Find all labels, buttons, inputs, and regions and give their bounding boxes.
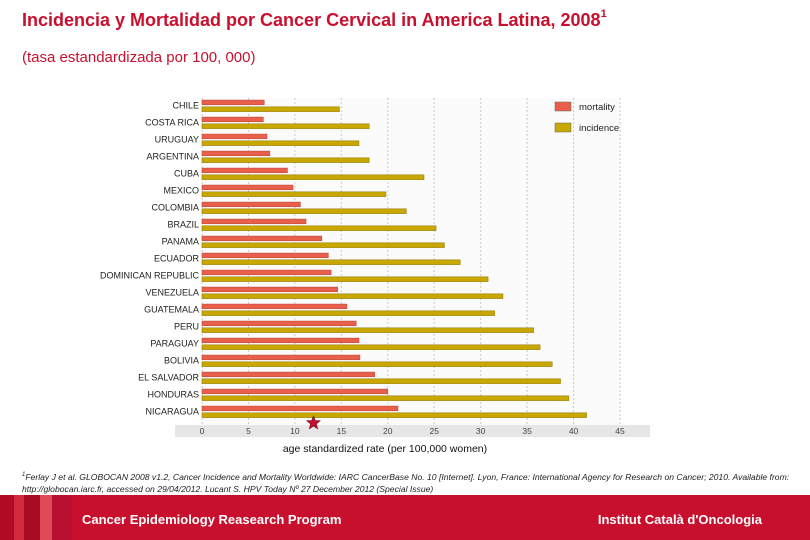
category-label: VENEZUELA bbox=[145, 288, 199, 298]
footer-band bbox=[52, 495, 72, 540]
x-tick-label: 30 bbox=[476, 426, 486, 436]
x-tick-label: 0 bbox=[200, 426, 205, 436]
bar-incidence bbox=[201, 174, 425, 180]
bar-incidence bbox=[201, 208, 407, 214]
footnote-ref: 1 bbox=[22, 472, 26, 478]
category-label: ECUADOR bbox=[154, 254, 200, 264]
category-label: PERU bbox=[174, 322, 199, 332]
x-axis-band bbox=[175, 425, 650, 437]
bar-chart: CHILE COSTA RICA URUGUAY ARGENTINA CUBA MEXIC… bbox=[100, 98, 650, 455]
bar-incidence bbox=[201, 106, 340, 112]
x-tick-label: 10 bbox=[290, 426, 300, 436]
bar-incidence bbox=[201, 191, 387, 197]
x-tick-label: 40 bbox=[569, 426, 579, 436]
category-label: BOLIVIA bbox=[164, 356, 199, 366]
bar-mortality bbox=[201, 405, 399, 412]
title-footnote-ref: 1 bbox=[600, 8, 607, 20]
category-label: CHILE bbox=[172, 101, 199, 111]
bar-mortality bbox=[201, 201, 301, 208]
bar-mortality bbox=[201, 269, 332, 276]
category-label: PARAGUAY bbox=[150, 339, 199, 349]
footer-bar: Cancer Epidemiology Reasearch Program In… bbox=[0, 495, 810, 540]
footnote: 1Ferlay J et al. GLOBOCAN 2008 v1.2, Can… bbox=[22, 469, 792, 495]
bar-incidence bbox=[201, 395, 570, 401]
bar-incidence bbox=[201, 276, 489, 282]
bar-mortality bbox=[201, 320, 357, 327]
bar-mortality bbox=[201, 303, 348, 310]
category-label: DOMINICAN REPUBLIC bbox=[100, 271, 200, 281]
footer-band bbox=[40, 495, 52, 540]
x-axis-label: age standardized rate (per 100,000 women… bbox=[283, 443, 487, 455]
bar-mortality bbox=[201, 167, 288, 174]
category-label: GUATEMALA bbox=[144, 305, 199, 315]
page-title: Incidencia y Mortalidad por Cancer Cervi… bbox=[22, 8, 607, 31]
footer-decoration bbox=[0, 495, 72, 540]
legend-label-incidence: incidence bbox=[579, 123, 619, 134]
legend-swatch-incidence bbox=[554, 122, 572, 133]
x-tick-label: 25 bbox=[429, 426, 439, 436]
program-name: Cancer Epidemiology Reasearch Program bbox=[82, 512, 342, 527]
category-label: CUBA bbox=[174, 169, 199, 179]
bar-mortality bbox=[201, 99, 265, 106]
bar-incidence bbox=[201, 327, 534, 333]
bar-incidence bbox=[201, 310, 495, 316]
bar-incidence bbox=[201, 344, 541, 350]
bar-incidence bbox=[201, 225, 437, 231]
category-label: URUGUAY bbox=[155, 135, 199, 145]
chart-container: CHILE COSTA RICA URUGUAY ARGENTINA CUBA MEXIC… bbox=[85, 92, 650, 468]
footer-band bbox=[14, 495, 24, 540]
bar-incidence bbox=[201, 140, 360, 146]
bar-mortality bbox=[201, 150, 271, 157]
x-tick-label: 20 bbox=[383, 426, 393, 436]
page-subtitle: (tasa estandardizada por 100, 000) bbox=[22, 49, 256, 66]
bar-mortality bbox=[201, 286, 338, 293]
bar-mortality bbox=[201, 337, 360, 344]
footer-band bbox=[24, 495, 40, 540]
bar-incidence bbox=[201, 361, 553, 367]
x-tick-label: 35 bbox=[522, 426, 532, 436]
bar-mortality bbox=[201, 184, 294, 191]
bar-mortality bbox=[201, 354, 361, 361]
bar-mortality bbox=[201, 371, 376, 378]
category-label: NICARAGUA bbox=[145, 407, 199, 417]
x-tick-label: 45 bbox=[615, 426, 625, 436]
category-label: EL SALVADOR bbox=[138, 373, 199, 383]
footnote-text: Ferlay J et al. GLOBOCAN 2008 v1.2, Canc… bbox=[22, 471, 790, 494]
category-label: BRAZIL bbox=[167, 220, 199, 230]
star-marker bbox=[305, 415, 321, 430]
bar-incidence bbox=[201, 242, 445, 248]
category-label: COSTA RICA bbox=[145, 118, 199, 128]
bar-mortality bbox=[201, 235, 323, 242]
category-label: HONDURAS bbox=[147, 390, 199, 400]
bar-mortality bbox=[201, 133, 268, 140]
legend-swatch-mortality bbox=[554, 101, 572, 112]
bar-incidence bbox=[201, 259, 461, 265]
category-label: MEXICO bbox=[163, 186, 199, 196]
bar-incidence bbox=[201, 412, 587, 418]
legend-label-mortality: mortality bbox=[579, 102, 615, 113]
bar-mortality bbox=[201, 252, 329, 259]
bar-incidence bbox=[201, 157, 370, 163]
title-text: Incidencia y Mortalidad por Cancer Cervi… bbox=[22, 10, 601, 30]
bar-incidence bbox=[201, 378, 561, 384]
x-tick-label: 15 bbox=[337, 426, 347, 436]
x-tick-label: 5 bbox=[246, 426, 251, 436]
institute-name: Institut Català d'Oncologia bbox=[597, 512, 762, 527]
bar-mortality bbox=[201, 116, 264, 123]
bar-incidence bbox=[201, 123, 370, 129]
category-label: COLOMBIA bbox=[151, 203, 199, 213]
footer-band bbox=[0, 495, 14, 540]
bar-incidence bbox=[201, 293, 504, 299]
bar-mortality bbox=[201, 388, 389, 395]
bar-mortality bbox=[201, 218, 307, 225]
category-label: ARGENTINA bbox=[146, 152, 199, 162]
category-label: PANAMA bbox=[162, 237, 199, 247]
